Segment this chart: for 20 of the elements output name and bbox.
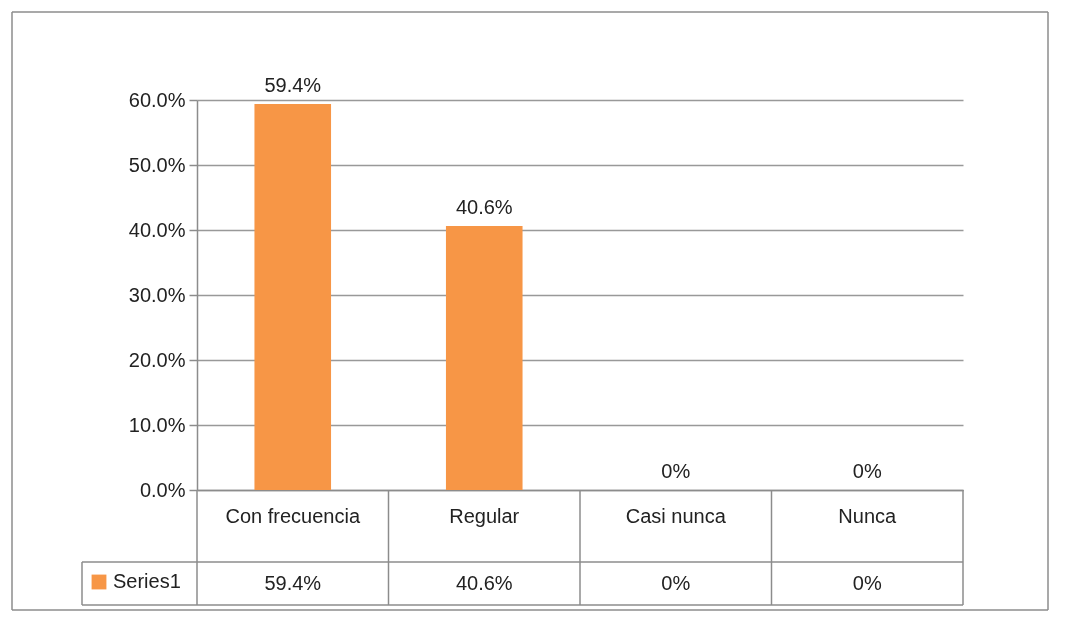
data-label: 0%	[852, 571, 882, 594]
x-tick-label: Con frecuencia	[225, 504, 361, 527]
x-tick-label: Regular	[449, 504, 520, 527]
y-tick-label: 50.0%	[128, 153, 186, 176]
y-tick-label: 0.0%	[139, 478, 186, 501]
y-tick-label: 40.0%	[128, 218, 186, 241]
x-tick-label: Casi nunca	[625, 504, 727, 527]
legend-label: Series1	[113, 570, 181, 592]
y-tick-label: 20.0%	[128, 348, 186, 371]
y-tick-label: 10.0%	[128, 413, 186, 436]
data-label: 59.4%	[264, 571, 322, 594]
text: 0%	[852, 460, 882, 482]
data-label: 0%	[661, 571, 691, 594]
x-tick-label: Nunca	[838, 504, 898, 527]
y-tick-label: 60.0%	[128, 88, 186, 111]
y-tick-label: 30.0%	[128, 283, 186, 306]
text: 59.4%	[264, 73, 322, 96]
text: 0%	[661, 460, 691, 482]
text: 40.6%	[455, 196, 513, 219]
data-label: 40.6%	[455, 571, 513, 594]
